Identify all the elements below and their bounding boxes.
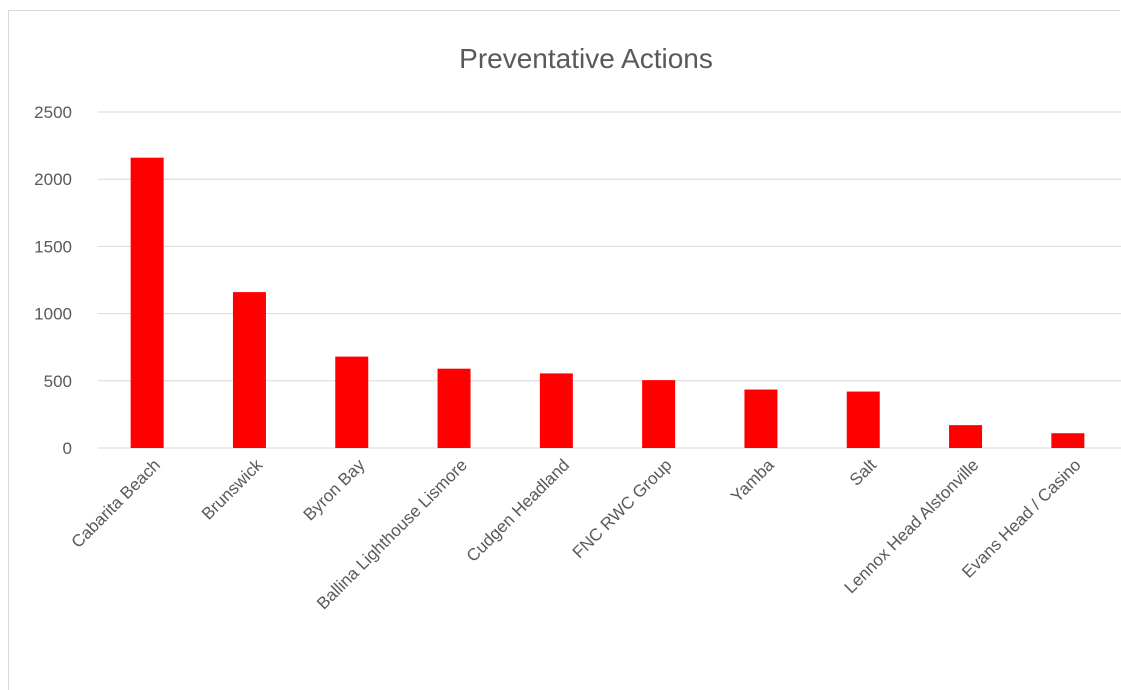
- bar: [642, 380, 676, 448]
- bar: [539, 373, 573, 448]
- x-category-label: Byron Bay: [300, 455, 369, 524]
- y-tick-label: 2500: [34, 103, 72, 122]
- y-axis-ticks: 0 500 1000 1500 2000 2500: [34, 103, 72, 458]
- x-category-label: Salt: [846, 455, 880, 489]
- bar: [232, 292, 266, 448]
- bar: [846, 391, 880, 448]
- x-category-label: Yamba: [727, 455, 778, 506]
- x-category-label: Brunswick: [198, 455, 267, 524]
- y-tick-label: 1000: [34, 305, 72, 324]
- y-tick-label: 0: [63, 439, 72, 458]
- x-category-label: Cabarita Beach: [68, 455, 164, 551]
- bar: [130, 157, 164, 449]
- x-category-label: Evans Head / Casino: [958, 455, 1084, 581]
- bar: [1051, 433, 1085, 448]
- bar: [949, 425, 983, 448]
- bar: [335, 356, 369, 448]
- y-tick-label: 2000: [34, 170, 72, 189]
- chart-frame: [8, 10, 1120, 690]
- y-tick-label: 500: [44, 372, 72, 391]
- bar: [744, 389, 778, 448]
- x-category-label: Cudgen Headland: [463, 455, 573, 565]
- chart-title: Preventative Actions: [459, 43, 713, 74]
- y-tick-label: 1500: [34, 237, 72, 256]
- bars: [130, 157, 1085, 449]
- x-category-label: FNC RWC Group: [569, 455, 676, 562]
- bar: [437, 368, 471, 448]
- x-axis-labels: Cabarita Beach Brunswick Byron BayBallina …: [68, 455, 1085, 613]
